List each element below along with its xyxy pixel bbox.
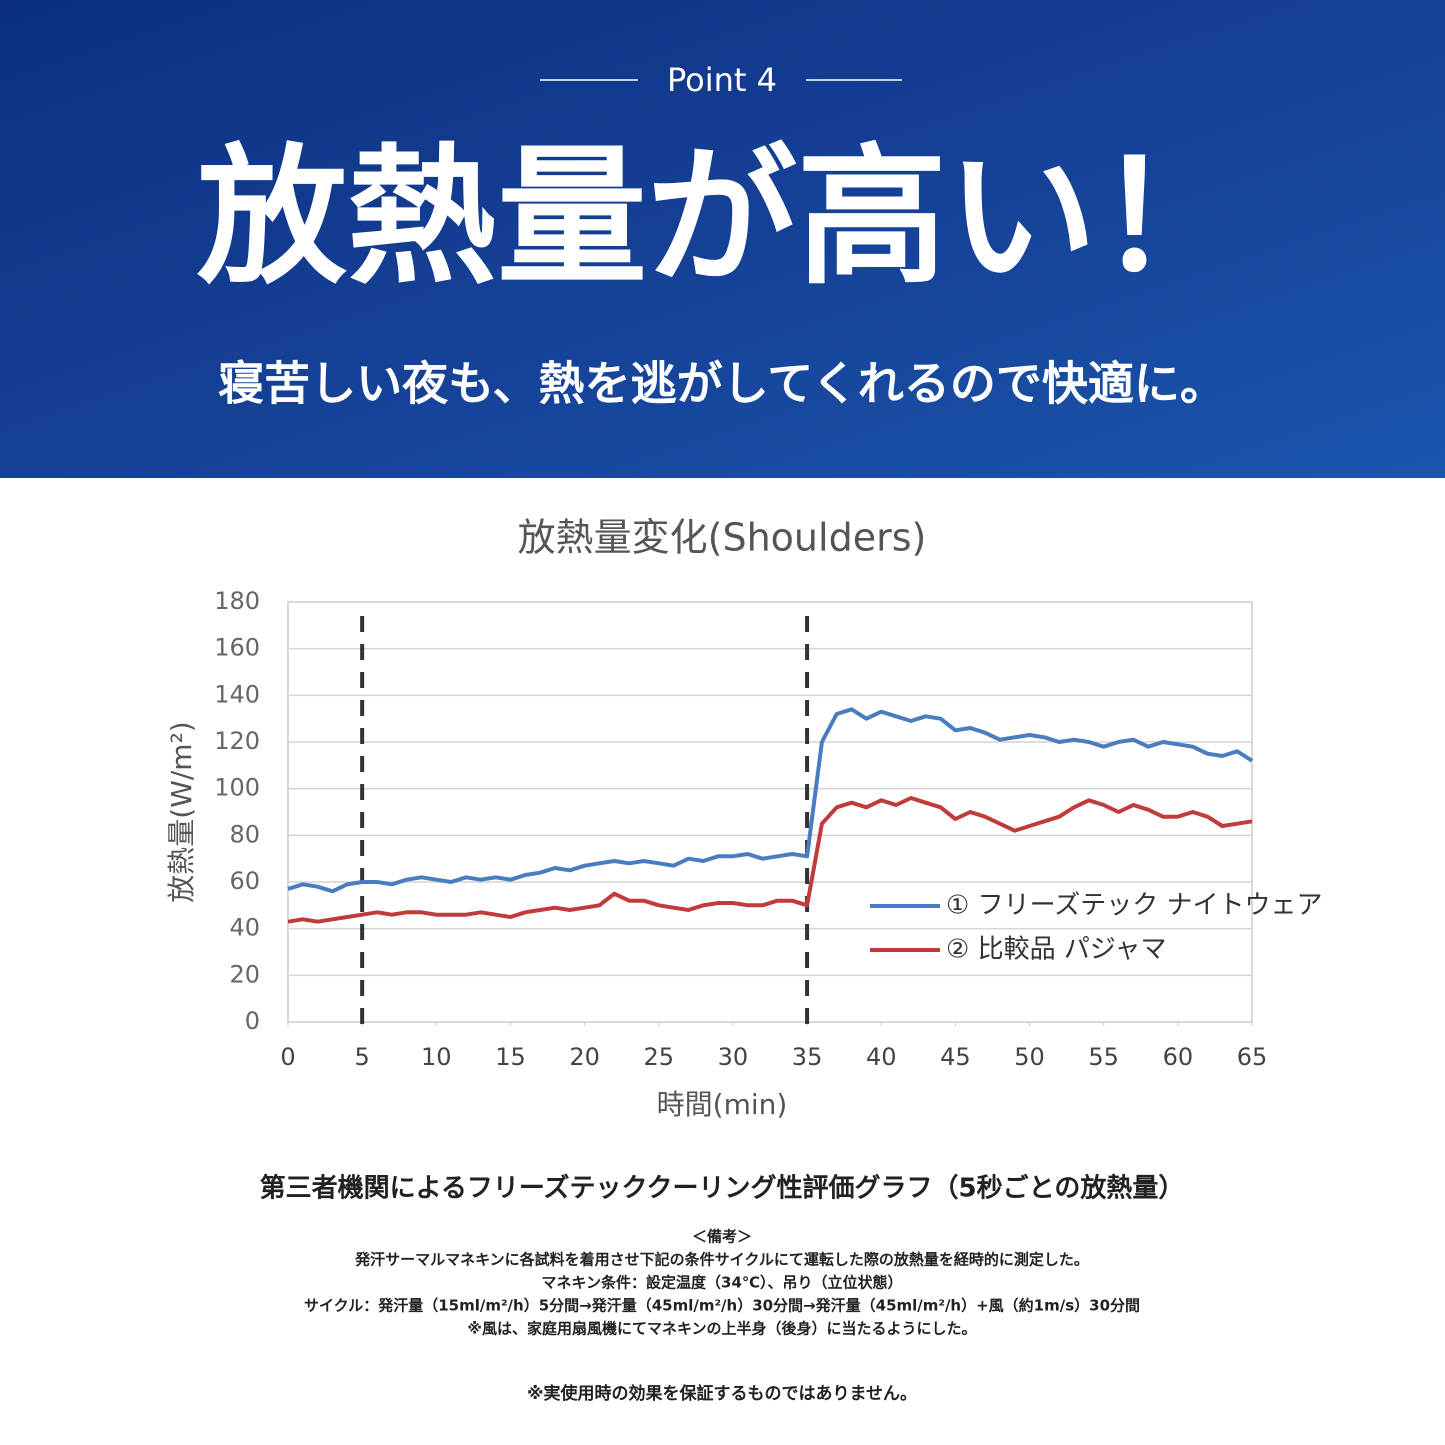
note-line: マネキン条件：設定温度（34℃）、吊り（立位状態）	[541, 1274, 902, 1292]
x-tick-label: 60	[1163, 1043, 1194, 1071]
x-tick-label: 5	[355, 1043, 370, 1071]
y-tick-label: 180	[214, 587, 260, 615]
y-tick-label: 0	[245, 1007, 260, 1035]
chart-title: 放熱量変化(Shoulders)	[518, 516, 927, 560]
series-line	[287, 796, 1253, 924]
legend-label: ② 比較品 パジャマ	[946, 935, 1167, 965]
y-tick-label: 140	[214, 680, 260, 708]
caption: 第三者機関によるフリーズテッククーリング性評価グラフ（5秒ごとの放熱量）	[260, 1173, 1185, 1204]
y-tick-label: 160	[214, 634, 260, 662]
y-tick-label: 40	[229, 914, 260, 942]
y-tick-label: 80	[229, 820, 260, 848]
x-tick-label: 45	[940, 1043, 971, 1071]
kicker: Point 4	[667, 61, 777, 99]
x-tick-label: 55	[1088, 1043, 1119, 1071]
y-axis-label: 放熱量(W/m²)	[165, 721, 198, 902]
note-line: 発汗サーマルマネキンに各試料を着用させ下記の条件サイクルにて運転した際の放熱量を…	[354, 1251, 1089, 1269]
series-line	[287, 707, 1254, 894]
note-line: ※風は、家庭用扇風機にてマネキンの上半身（後身）に当たるようにした。	[467, 1320, 976, 1338]
legend-label: ① フリーズテック ナイトウェア	[946, 891, 1323, 921]
x-tick-label: 65	[1237, 1043, 1268, 1071]
x-tick-label: 35	[792, 1043, 823, 1071]
x-tick-label: 25	[643, 1043, 674, 1071]
x-tick-label: 30	[718, 1043, 749, 1071]
x-tick-label: 15	[495, 1043, 526, 1071]
note-line: ＜備考＞	[692, 1228, 752, 1246]
x-tick-label: 10	[421, 1043, 452, 1071]
y-tick-label: 20	[229, 960, 260, 988]
y-tick-label: 100	[214, 774, 260, 802]
y-tick-label: 60	[229, 867, 260, 895]
x-tick-label: 0	[280, 1043, 295, 1071]
x-axis-label: 時間(min)	[657, 1088, 788, 1121]
headline: 放熱量が高い！	[197, 131, 1247, 305]
x-tick-label: 50	[1014, 1043, 1045, 1071]
y-tick-label: 120	[214, 727, 260, 755]
disclaimer: ※実使用時の効果を保証するものではありません。	[527, 1383, 917, 1404]
header-band	[0, 0, 1445, 478]
x-tick-label: 40	[866, 1043, 897, 1071]
x-tick-label: 20	[569, 1043, 600, 1071]
note-line: サイクル：発汗量（15ml/m²/h）5分間→発汗量（45ml/m²/h）30分…	[304, 1297, 1140, 1315]
subtitle: 寝苦しい夜も、熱を逃がしてくれるので快適に。	[218, 357, 1226, 411]
